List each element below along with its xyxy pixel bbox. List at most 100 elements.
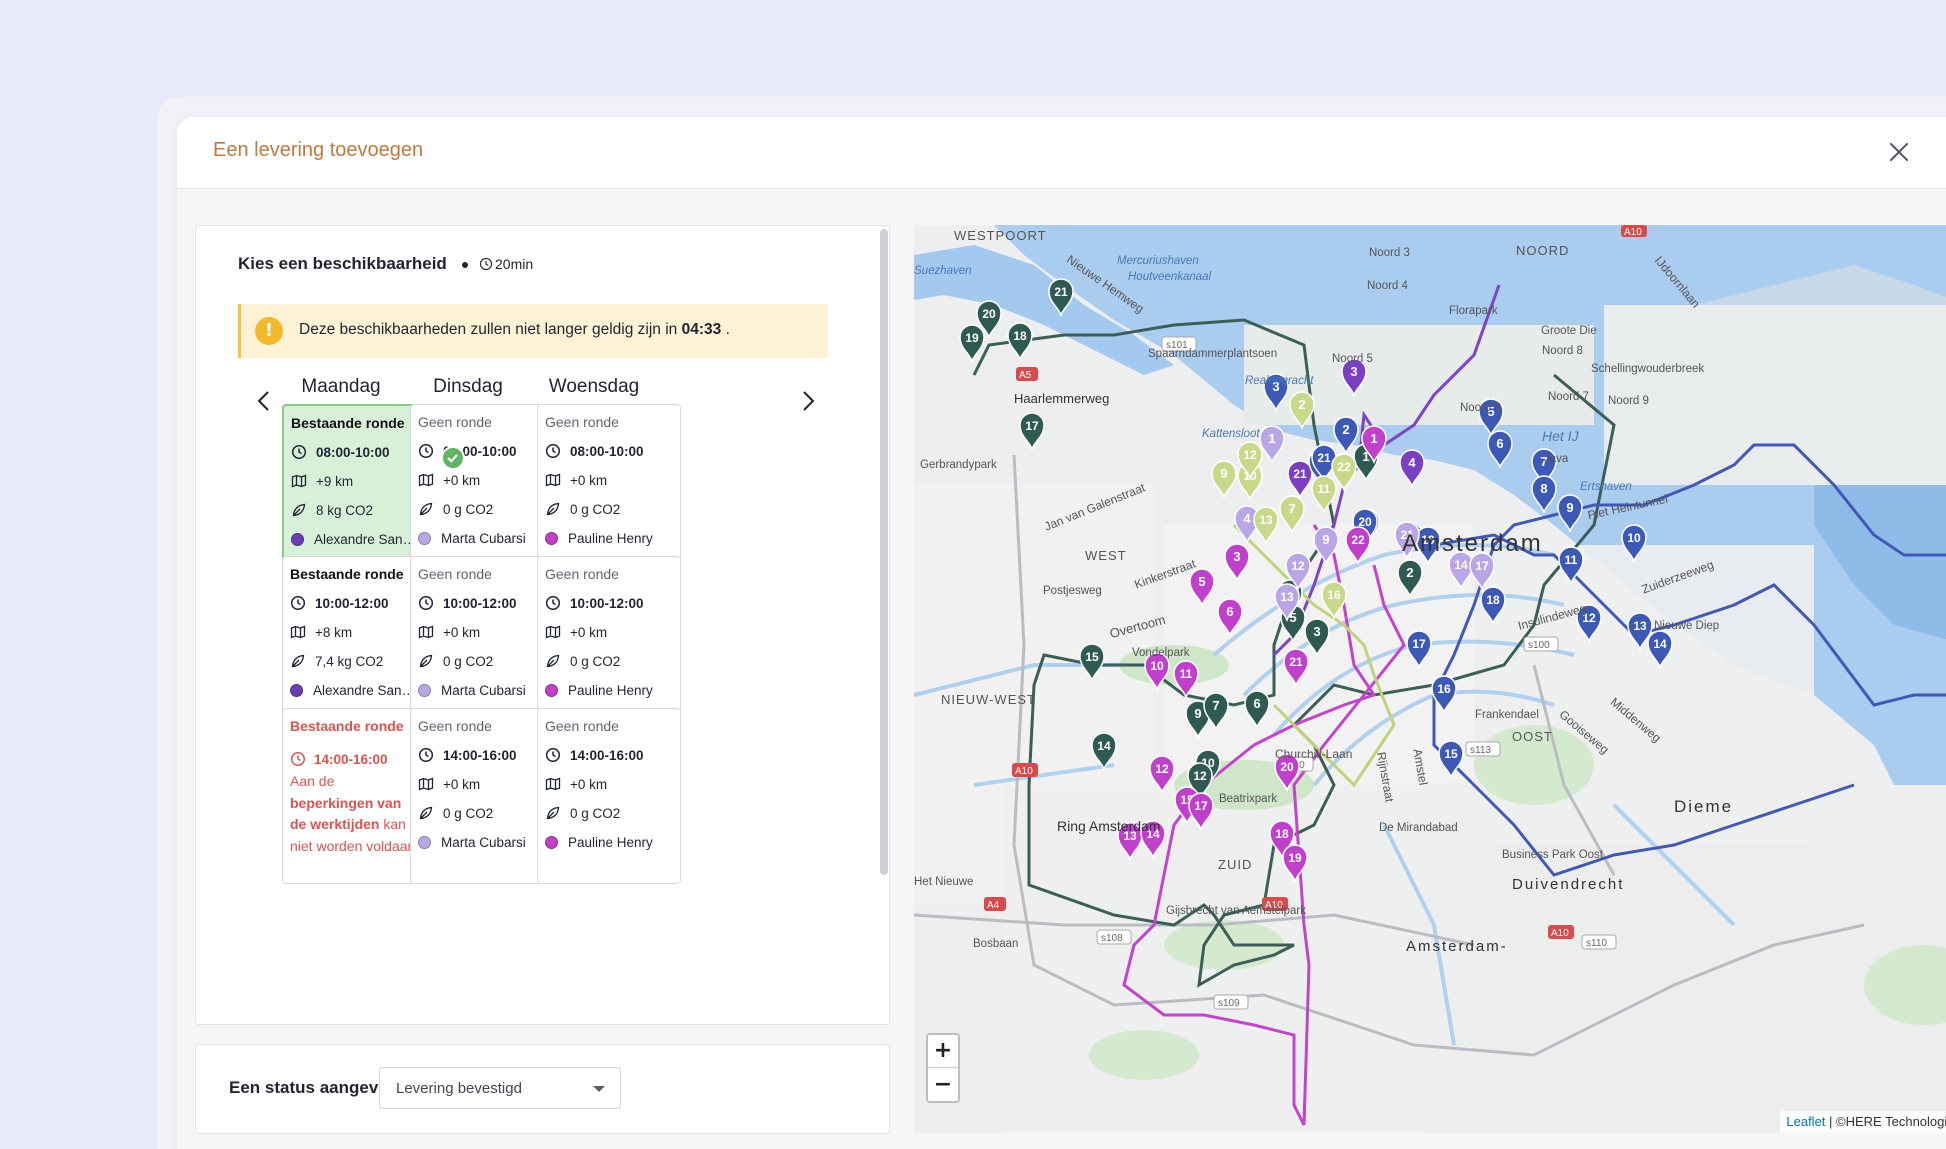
map-marker-number: 14 <box>1653 637 1667 651</box>
map-marker[interactable]: 20 <box>1274 753 1300 793</box>
map-marker[interactable]: 22 <box>1331 453 1357 493</box>
map-marker-number: 18 <box>1275 827 1289 841</box>
validity-warning: ! Deze beschikbaarheden zullen niet lang… <box>238 304 828 358</box>
availability-slot[interactable]: Bestaande ronde 14:00-16:00 Aan de beperki… <box>282 708 426 884</box>
status-select[interactable]: Levering bevestigd <box>379 1067 621 1109</box>
map-marker[interactable]: 16 <box>1431 675 1457 715</box>
map-marker-number: 13 <box>1259 513 1273 527</box>
chevron-left-icon[interactable] <box>252 386 276 416</box>
map-marker[interactable]: 5 <box>1189 568 1215 608</box>
map-marker[interactable]: 17 <box>1188 792 1214 832</box>
map-marker[interactable]: 7 <box>1203 692 1229 732</box>
map-marker[interactable]: 11 <box>1558 546 1584 586</box>
map-marker[interactable]: 9 <box>1185 700 1211 740</box>
map-marker[interactable]: 18 <box>1269 820 1295 860</box>
map-marker[interactable]: 1 <box>1259 425 1285 465</box>
map-marker[interactable]: 10 <box>1621 524 1647 564</box>
map-marker[interactable]: 12 <box>1237 441 1263 481</box>
map-marker[interactable]: 6 <box>1487 430 1513 470</box>
map-marker[interactable]: 21 <box>1287 460 1313 500</box>
map-marker[interactable]: 2 <box>1397 559 1423 599</box>
map-marker[interactable]: 13 <box>1253 506 1279 546</box>
map-marker[interactable]: 1 <box>1361 425 1387 465</box>
map-marker[interactable]: 12 <box>1187 762 1213 802</box>
map-marker[interactable]: 15 <box>1079 643 1105 683</box>
map-marker[interactable]: 14 <box>1140 820 1166 860</box>
availability-slot[interactable]: Geen ronde 10:00-12:00 +0 km 0 g CO2 Marta C… <box>410 556 554 732</box>
zoom-in-button[interactable]: + <box>928 1035 958 1068</box>
map-marker[interactable]: 19 <box>1282 844 1308 884</box>
map-marker[interactable]: 3 <box>1341 358 1367 398</box>
map-marker[interactable]: 14 <box>1091 732 1117 772</box>
map-marker[interactable]: 7 <box>1531 448 1557 488</box>
slot-error-message: Aan de beperkingen van de werktijden kan… <box>290 773 420 854</box>
map-marker[interactable]: 15 <box>1438 740 1464 780</box>
map-marker-number: 9 <box>1566 500 1573 515</box>
map-marker[interactable]: 17 <box>1469 552 1495 592</box>
availability-slot[interactable]: Geen ronde 14:00-16:00 +0 km 0 g CO2 Marta C… <box>410 708 554 884</box>
map-marker[interactable]: 12 <box>1285 552 1311 592</box>
map-marker[interactable]: 20 <box>976 300 1002 340</box>
svg-text:s108: s108 <box>1101 933 1123 944</box>
map-marker[interactable]: 8 <box>1531 475 1557 515</box>
map-label-haarlemmerweg: Haarlemmerweg <box>1014 391 1110 406</box>
map-marker[interactable]: 10 <box>1144 652 1170 692</box>
map-marker[interactable]: 18 <box>1007 322 1033 362</box>
map-label-spaarndammer: Spaarndammerplantsoen <box>1148 348 1278 360</box>
map-marker[interactable]: 3 <box>1224 543 1250 583</box>
map-marker[interactable]: 9 <box>1313 526 1339 566</box>
warning-countdown: 04:33 <box>681 321 722 338</box>
map-marker[interactable]: 13 <box>1117 822 1143 862</box>
map-marker[interactable]: 12 <box>1149 755 1175 795</box>
map-marker[interactable]: 9 <box>1211 460 1237 500</box>
availability-slot[interactable]: Bestaande ronde 08:00-10:00 +9 km 8 kg CO2 A… <box>282 404 426 580</box>
map-marker-number: 7 <box>1288 501 1295 516</box>
map-marker[interactable]: 21 <box>1283 648 1309 688</box>
map-marker[interactable]: 22 <box>1345 526 1371 566</box>
availability-slot[interactable]: Geen ronde 08:00-10:00 +0 km 0 g CO2 Marta C… <box>410 404 554 580</box>
map-label-gijsbrecht: Gijsbrecht van Aemstelpark <box>1166 905 1306 917</box>
availability-slot[interactable]: Bestaande ronde 10:00-12:00 +8 km 7,4 kg CO… <box>282 556 426 732</box>
map-marker[interactable]: 6 <box>1217 598 1243 638</box>
separator-dot <box>462 262 468 268</box>
map-marker[interactable]: 14 <box>1647 630 1673 670</box>
map-marker[interactable]: 13 <box>1274 583 1300 623</box>
map-marker[interactable]: 3 <box>1304 618 1330 658</box>
map-marker[interactable]: 2 <box>1333 416 1359 456</box>
map-marker-number: 3 <box>1350 364 1357 379</box>
leaflet-link[interactable]: Leaflet <box>1786 1114 1826 1129</box>
leaf-icon <box>546 502 560 516</box>
map-marker[interactable]: 4 <box>1399 449 1425 489</box>
map-marker[interactable]: 14 <box>1448 551 1474 591</box>
map-marker[interactable]: 5 <box>1478 398 1504 438</box>
map-marker[interactable]: 16 <box>1321 581 1347 621</box>
map-marker[interactable]: 9 <box>1557 494 1583 534</box>
map-marker[interactable]: 11 <box>1173 660 1199 700</box>
map-marker[interactable]: 12 <box>1576 604 1602 644</box>
slot-time: 08:00-10:00 <box>418 442 517 460</box>
map-marker[interactable]: 19 <box>1415 526 1441 566</box>
map-marker[interactable]: 18 <box>1480 586 1506 626</box>
delivery-map[interactable]: s101 s100 s100 s113 s110 s108 s109 A10 A… <box>914 225 1946 1133</box>
map-marker[interactable]: 21 <box>1048 278 1074 318</box>
availability-slot[interactable]: Geen ronde 14:00-16:00 +0 km 0 g CO2 Pauline… <box>537 708 681 884</box>
availability-slot[interactable]: Geen ronde 10:00-12:00 +0 km 0 g CO2 Pauline… <box>537 556 681 732</box>
chevron-right-icon[interactable] <box>796 386 820 416</box>
map-marker[interactable]: 11 <box>1311 475 1337 515</box>
map-marker[interactable]: 3 <box>1263 373 1289 413</box>
map-marker[interactable]: 17 <box>1019 412 1045 452</box>
map-marker[interactable]: 19 <box>959 324 985 364</box>
slot-co2: 0 g CO2 <box>418 652 493 670</box>
map-marker[interactable]: 13 <box>1627 612 1653 652</box>
map-marker[interactable]: 2 <box>1289 391 1315 431</box>
availability-slot[interactable]: Geen ronde 08:00-10:00 +0 km 0 g CO2 Pauline… <box>537 404 681 580</box>
zoom-out-button[interactable]: − <box>933 1072 953 1097</box>
map-marker[interactable]: 21 <box>1394 521 1420 561</box>
map-marker[interactable]: 6 <box>1244 690 1270 730</box>
scrollbar-thumb[interactable] <box>880 229 888 875</box>
scrollbar[interactable] <box>877 225 889 1025</box>
close-icon[interactable] <box>1884 137 1914 167</box>
map-tiles: s101 s100 s100 s113 s110 s108 s109 A10 A… <box>914 225 1946 1133</box>
map-marker[interactable]: 7 <box>1279 495 1305 535</box>
map-marker[interactable]: 17 <box>1406 630 1432 670</box>
